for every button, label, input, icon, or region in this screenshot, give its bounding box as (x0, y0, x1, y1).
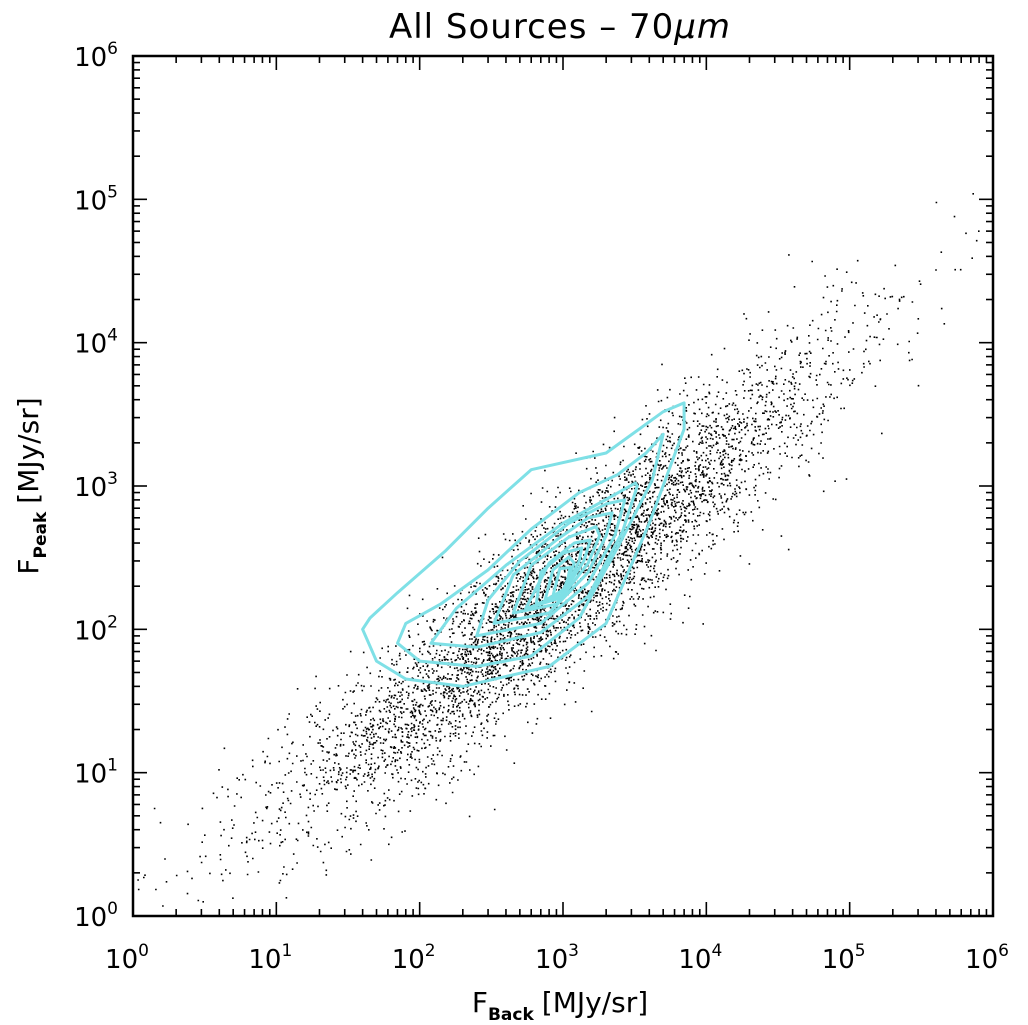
axis-ticks (132, 56, 993, 917)
contour-level-5 (492, 511, 614, 625)
y-tick-label: 102 (74, 612, 118, 646)
chart-title: All Sources – 70μm (389, 7, 731, 47)
x-tick-labels: 100 101 102 103 104 105 106 (105, 941, 1009, 975)
y-tick-label: 104 (74, 326, 118, 360)
x-tick-label: 100 (105, 941, 149, 975)
contour-level-3 (429, 481, 639, 649)
density-contours (361, 401, 686, 688)
x-tick-label: 102 (392, 941, 436, 975)
contour-level-7 (524, 538, 592, 610)
x-tick-label: 105 (822, 941, 866, 975)
contour-level-10 (551, 566, 572, 598)
scatter-points (137, 193, 980, 917)
chart-title-text: All Sources – 70 (389, 7, 674, 47)
source-points (137, 193, 980, 917)
y-tick-label: 106 (74, 39, 118, 73)
svg-text:FPeak[MJy/sr]: FPeak [MJy/sr] (12, 397, 51, 574)
chart-title-unit: μm (673, 7, 731, 47)
y-axis-label: FPeak [MJy/sr] (12, 397, 51, 574)
y-axis-label-subscript: Peak (31, 511, 51, 558)
x-axis-label: FBack [MJy/sr] (472, 986, 648, 1025)
x-tick-label: 106 (965, 941, 1009, 975)
x-axis-label-subscript: Back (488, 1005, 535, 1025)
y-tick-label: 103 (74, 469, 118, 503)
contour-level-2 (396, 432, 665, 668)
x-tick-label: 104 (678, 941, 722, 975)
x-axis-label-unit: [MJy/sr] (542, 986, 648, 1019)
y-axis-label-unit: [MJy/sr] (12, 397, 45, 503)
y-tick-label: 100 (74, 899, 118, 933)
x-axis-label-symbol: F (472, 986, 488, 1019)
plot-frame (131, 54, 995, 918)
y-axis-label-symbol: F (12, 559, 45, 575)
contour-level-1 (361, 401, 686, 688)
y-tick-label: 105 (74, 182, 118, 216)
x-tick-label: 103 (535, 941, 579, 975)
x-tick-label: 101 (248, 941, 292, 975)
svg-text:All Sources – 70μm: All Sources – 70μm (389, 7, 731, 47)
y-tick-label: 101 (74, 756, 118, 790)
y-tick-labels: 100 101 102 103 104 105 106 (74, 39, 118, 933)
contour-level-8 (534, 546, 584, 606)
contour-level-4 (475, 498, 627, 638)
svg-text:FBack[MJy/sr]: FBack [MJy/sr] (472, 986, 648, 1025)
